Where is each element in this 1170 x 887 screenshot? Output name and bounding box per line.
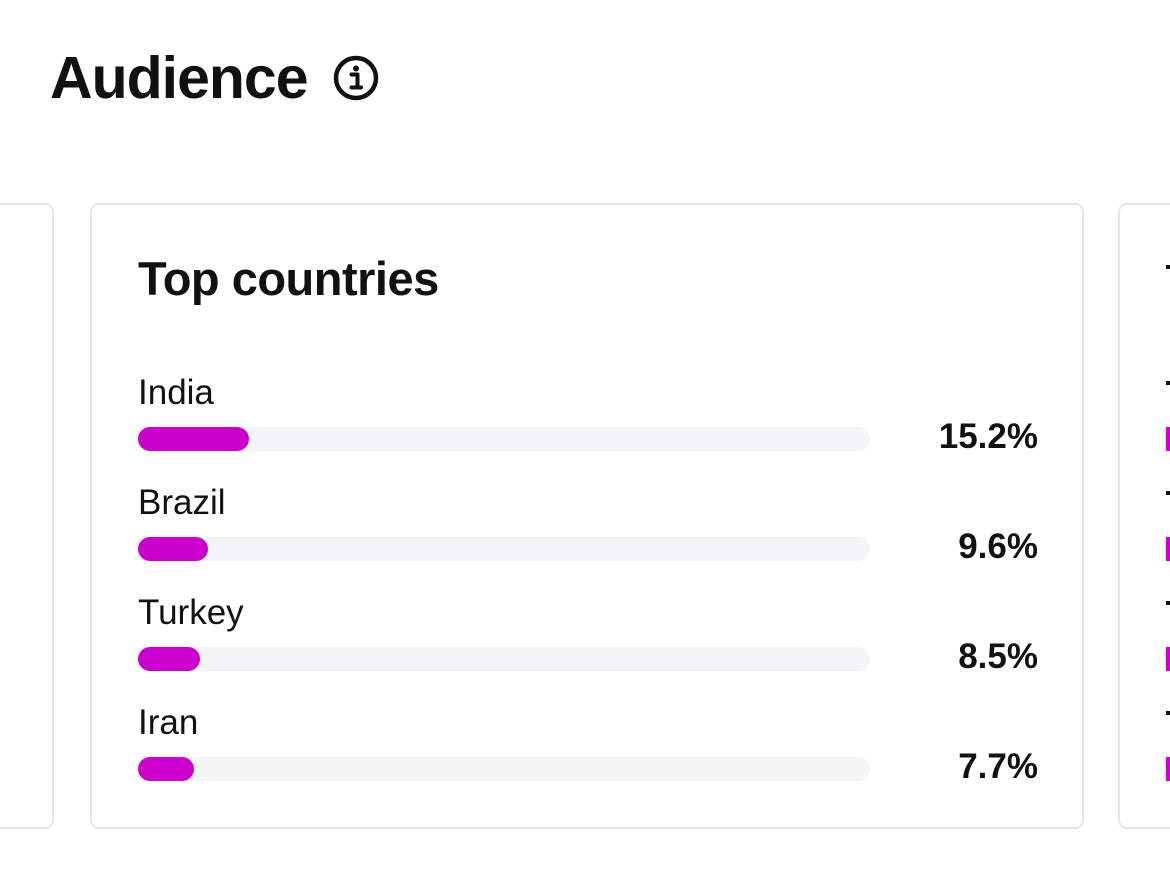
bar-fill	[1166, 757, 1170, 781]
country-row: Brazil 9.6%	[138, 485, 1038, 585]
clipped-value	[42, 539, 52, 563]
previous-card	[0, 203, 54, 829]
bar-fill	[138, 427, 250, 451]
bar-fill	[138, 647, 201, 671]
country-label: Turkey	[138, 593, 244, 632]
section-header: Audience	[50, 40, 380, 116]
clipped-value	[42, 759, 52, 783]
card-title: Top countries	[138, 252, 439, 305]
bar-fill	[1166, 647, 1170, 671]
bar-fill	[138, 537, 209, 561]
clipped-label	[1166, 711, 1170, 715]
country-percent: 7.7%	[958, 747, 1038, 786]
bar-track	[138, 537, 870, 561]
info-icon[interactable]	[332, 54, 380, 102]
clipped-value	[42, 649, 52, 673]
country-label: Iran	[138, 703, 199, 742]
bar-track	[138, 647, 870, 671]
bar-track	[138, 757, 870, 781]
country-row: India 15.2%	[138, 375, 1038, 475]
country-row: Iran 7.7%	[138, 705, 1038, 805]
country-row: Turkey 8.5%	[138, 595, 1038, 695]
bar-fill	[1166, 427, 1170, 451]
top-countries-card: Top countries India 15.2% Brazil 9.6% Tu…	[90, 203, 1084, 829]
country-percent: 15.2%	[938, 417, 1038, 456]
bar-fill	[1166, 537, 1170, 561]
country-label: Brazil	[138, 483, 226, 522]
bar-track	[138, 427, 870, 451]
country-percent: 9.6%	[958, 527, 1038, 566]
clipped-label	[1166, 491, 1170, 495]
bar-fill	[138, 757, 195, 781]
country-label: India	[138, 373, 214, 412]
next-card	[1118, 203, 1170, 829]
clipped-label	[1166, 601, 1170, 605]
clipped-label	[1166, 381, 1170, 385]
clipped-value	[42, 429, 52, 453]
section-title: Audience	[50, 44, 309, 111]
clipped-title	[1166, 265, 1170, 269]
country-percent: 8.5%	[958, 637, 1038, 676]
info-icon-glyph	[333, 55, 378, 101]
